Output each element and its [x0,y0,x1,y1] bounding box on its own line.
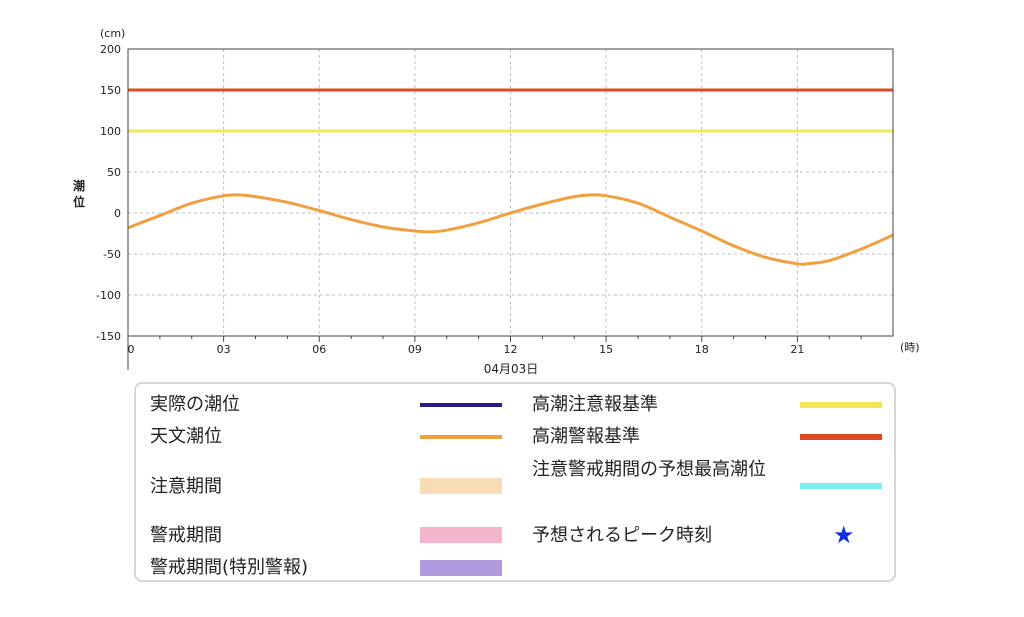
legend-swatch-actual-tide [420,403,502,407]
reference-lines [128,88,893,133]
y-unit-label: (cm) [100,27,125,40]
y-tick-label: -150 [96,330,121,343]
x-tick-label: 12 [504,343,518,356]
y-axis-title: 潮位 [73,178,85,209]
legend-swatch-warning-period [420,527,502,543]
plot-frame [127,48,894,337]
legend-swatch-advisory-standard [800,402,882,408]
tide-chart: -150 -100 -50 0 50 100 150 200 0 03 06 09 12 15 18 21 (… [73,27,920,376]
legend-label-warning-standard: 高潮警報基準 [532,426,640,447]
legend: 実際の潮位 天文潮位 注意期間 警戒期間 警戒期間(特別警報) 高潮注意報基準 … [134,382,896,582]
legend-swatch-warning-standard [800,434,882,440]
grid [128,49,893,336]
x-tick-label: 06 [312,343,326,356]
star-icon: ★ [833,521,855,549]
y-tick-label: -100 [96,289,121,302]
y-axis-title-char: 潮 [73,178,85,193]
y-tick-label: 100 [100,125,121,138]
y-tick-label: 150 [100,84,121,97]
x-tick-label: 18 [695,343,709,356]
legend-label-special-warning-period: 警戒期間(特別警報) [150,557,309,578]
legend-label-astronomical-tide: 天文潮位 [150,426,222,447]
legend-label-actual-tide: 実際の潮位 [150,394,240,415]
legend-swatch-special-warning-period [420,560,502,576]
tide-series-line [127,193,894,266]
legend-label-advisory-period: 注意期間 [150,476,222,497]
x-tick-label: 0 [128,343,135,356]
legend-swatch-advisory-period [420,478,502,494]
y-axis-title-char: 位 [73,194,85,209]
y-tick-label: 50 [107,166,121,179]
legend-label-advisory-standard: 高潮注意報基準 [532,394,658,415]
axes: -150 -100 -50 0 50 100 150 200 0 03 06 09 12 15 18 21 [96,43,894,370]
x-tick-label: 15 [599,343,613,356]
chart-svg: -150 -100 -50 0 50 100 150 200 0 03 06 09 12 15 18 21 (… [73,27,920,376]
y-tick-label: -50 [103,248,121,261]
x-tick-label: 09 [408,343,422,356]
date-label: 04月03日 [484,362,539,376]
y-tick-label: 0 [114,207,121,220]
x-tick-label: 21 [790,343,804,356]
x-unit-label: (時) [900,341,920,354]
legend-label-warning-period: 警戒期間 [150,525,222,546]
legend-label-forecast-max-tide: 注意警戒期間の予想最高潮位 [532,459,766,480]
series [127,193,894,266]
legend-label-peak-time: 予想されるピーク時刻 [532,525,712,546]
legend-swatch-forecast-max-tide [800,483,882,489]
legend-swatch-astronomical-tide [420,435,502,439]
x-tick-label: 03 [217,343,231,356]
y-tick-label: 200 [100,43,121,56]
